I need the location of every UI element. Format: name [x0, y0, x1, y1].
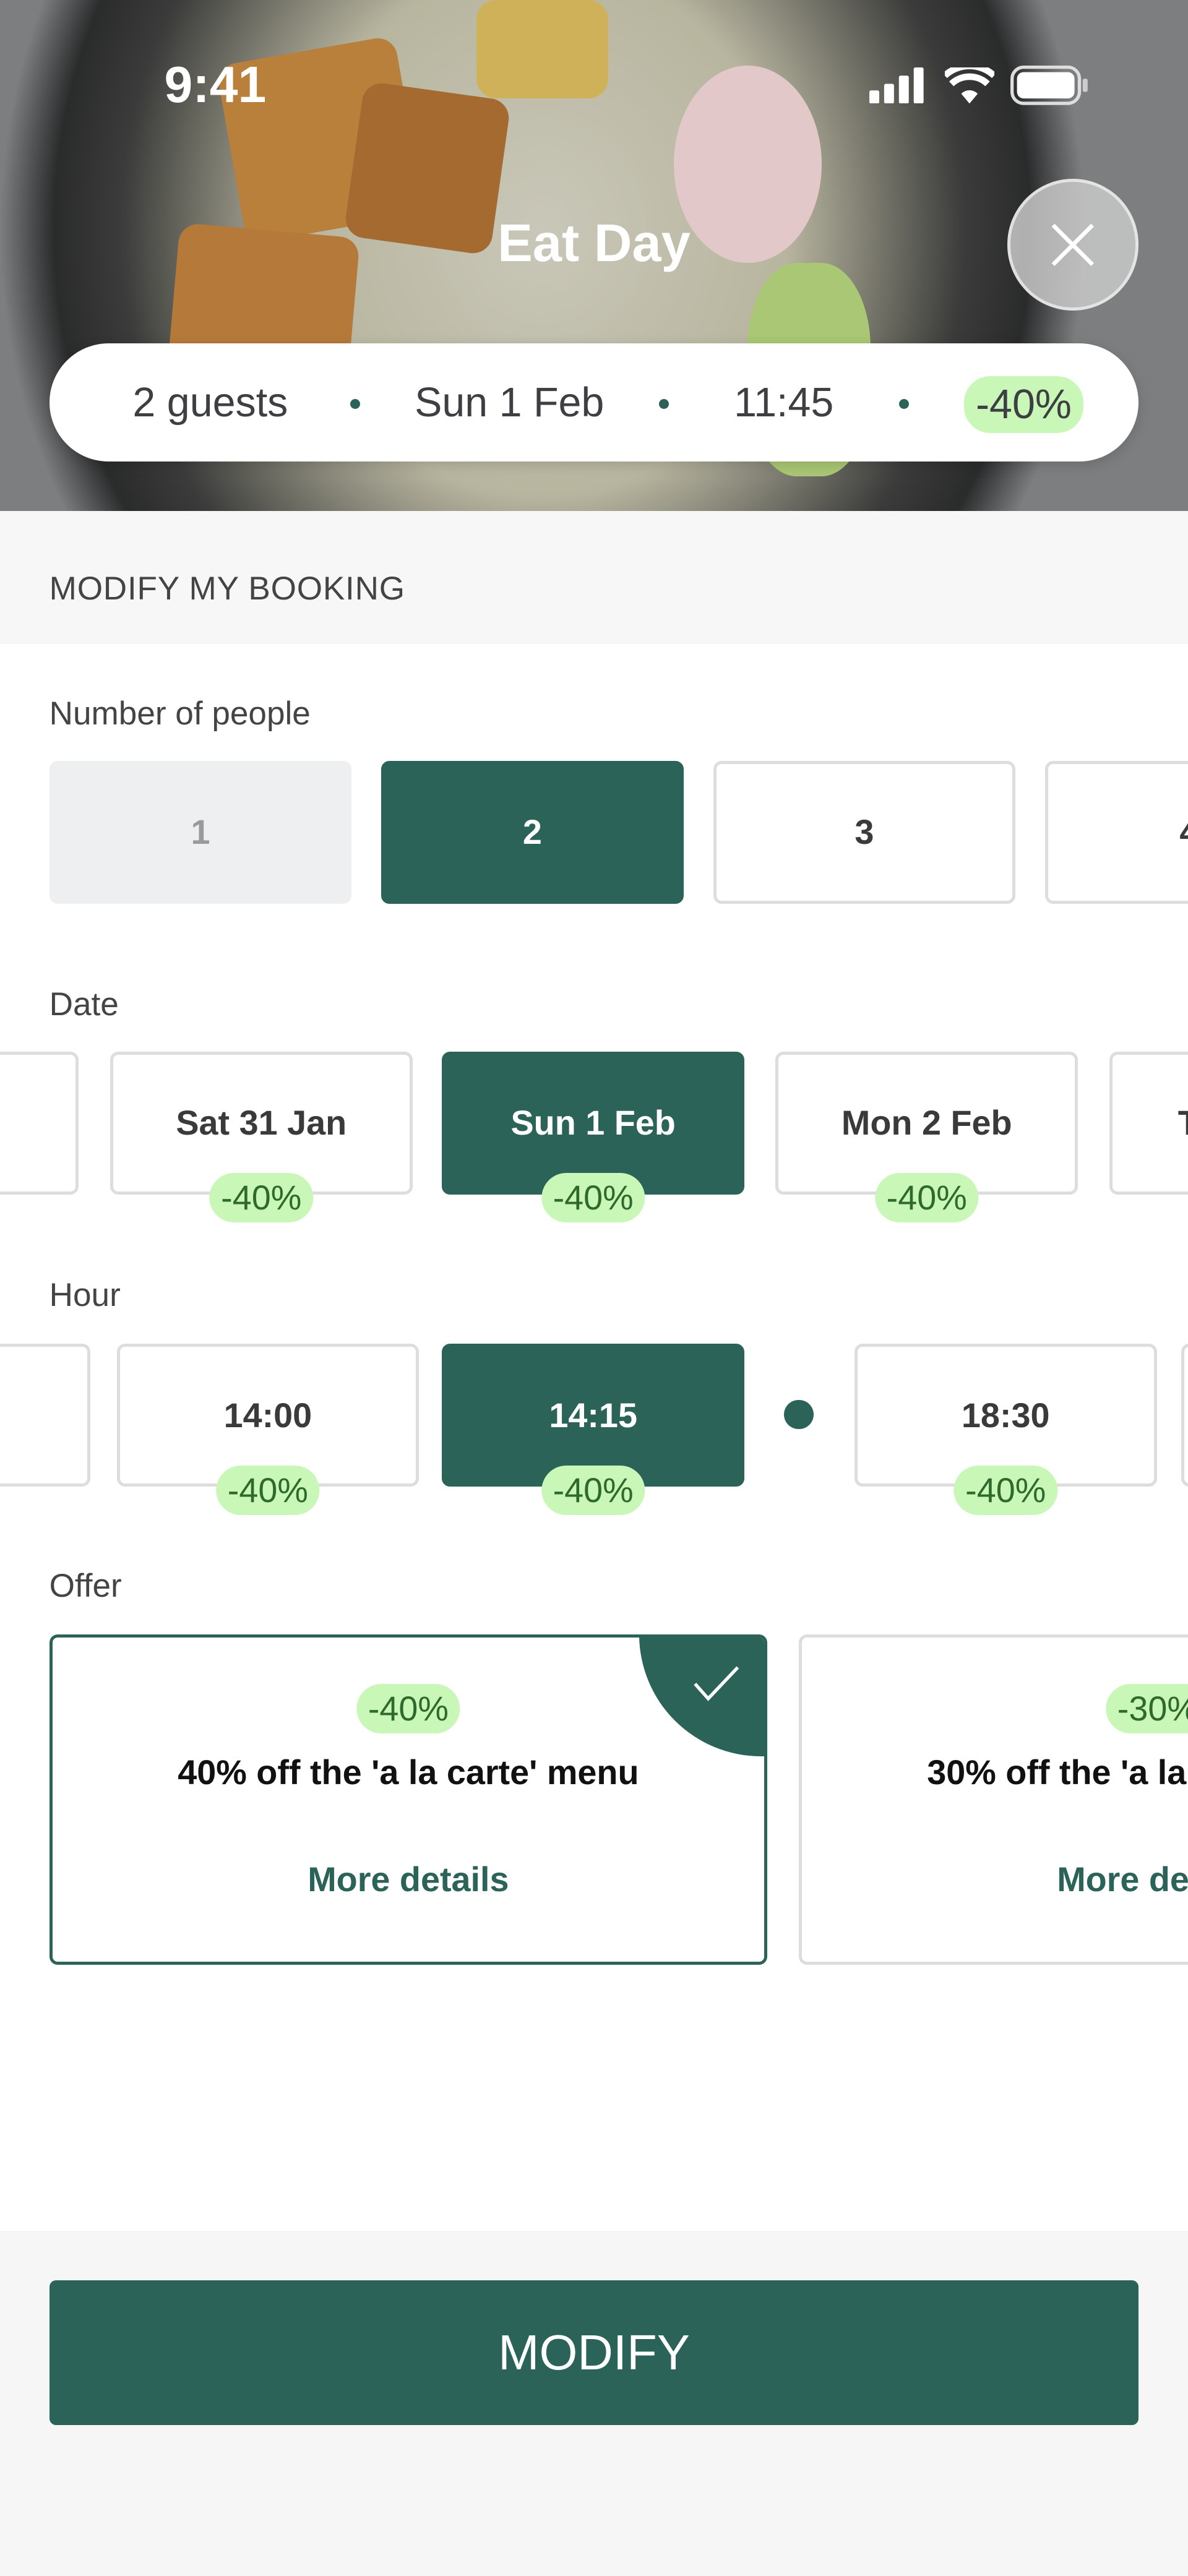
status-time: 9:41 — [164, 56, 267, 114]
offer-description: 40% off the 'a la carte' menu — [178, 1753, 639, 1792]
date-label: Date — [49, 986, 119, 1023]
section-header: MODIFY MY BOOKING — [0, 510, 1188, 644]
date-option[interactable]: Mon 2 Feb -40% — [775, 1051, 1078, 1223]
hour-option-label: 18:30 — [961, 1396, 1050, 1435]
hour-option-label: 14:15 — [549, 1396, 637, 1435]
separator-dot — [350, 399, 360, 410]
selected-corner — [639, 1638, 765, 1756]
hour-option-selected[interactable]: 14:15 -40% — [442, 1344, 744, 1515]
food-bamboo — [476, 0, 608, 99]
discount-badge: -40% — [209, 1173, 313, 1223]
battery-icon — [1010, 66, 1088, 105]
summary-time: 11:45 — [734, 380, 834, 426]
close-button[interactable] — [1007, 179, 1139, 311]
people-option-2[interactable]: 2 — [381, 760, 684, 904]
people-option-1[interactable]: 1 — [49, 760, 352, 904]
more-details-link[interactable]: More details — [308, 1860, 509, 1899]
hour-option-partial[interactable] — [0, 1344, 91, 1487]
summary-date: Sun 1 Feb — [415, 380, 605, 426]
summary-discount-badge: -40% — [964, 376, 1083, 434]
separator-dot — [658, 399, 669, 410]
signal-icon — [869, 67, 924, 104]
discount-badge: -40% — [953, 1465, 1057, 1515]
close-icon — [1051, 223, 1095, 266]
date-option[interactable]: Sat 31 Jan -40% — [110, 1051, 413, 1223]
offer-card[interactable]: -30% 30% off the 'a la carte' menu More … — [798, 1634, 1188, 1965]
people-option-4[interactable]: 4 — [1044, 760, 1188, 904]
offer-description: 30% off the 'a la carte' menu — [927, 1753, 1188, 1792]
date-option-label: Mon 2 Feb — [841, 1104, 1012, 1143]
restaurant-title: Eat Day — [497, 214, 691, 273]
offer-badge: -40% — [356, 1683, 460, 1733]
hour-option-partial[interactable] — [1181, 1344, 1188, 1487]
discount-badge: -40% — [541, 1173, 645, 1223]
date-option-label: Sat 31 Jan — [176, 1104, 347, 1143]
offer-card-selected[interactable]: -40% 40% off the 'a la carte' menu More … — [49, 1634, 768, 1965]
discount-badge: -40% — [875, 1173, 979, 1223]
hour-option[interactable]: 14:00 -40% — [116, 1344, 420, 1515]
discount-badge: -40% — [216, 1465, 320, 1515]
status-icons — [869, 66, 1090, 105]
offer-label: Offer — [49, 1568, 122, 1605]
discount-badge: -40% — [541, 1465, 645, 1515]
hour-option[interactable]: 18:30 -40% — [854, 1344, 1157, 1515]
food-naruto — [673, 66, 822, 263]
date-option-label: T — [1178, 1103, 1188, 1143]
separator-dot — [898, 399, 909, 410]
offer-badge: -30% — [1106, 1683, 1188, 1733]
date-option-selected[interactable]: Sun 1 Feb -40% — [442, 1051, 744, 1223]
service-separator-dot — [783, 1399, 814, 1430]
date-option-label: Sun 1 Feb — [510, 1104, 676, 1143]
hour-label: Hour — [49, 1277, 121, 1314]
section-title: MODIFY MY BOOKING — [49, 570, 405, 608]
summary-guests: 2 guests — [132, 380, 288, 426]
booking-summary-pill: 2 guests Sun 1 Feb 11:45 -40% — [49, 343, 1139, 462]
date-option-partial[interactable]: n — [0, 1051, 79, 1195]
more-details-link[interactable]: More details — [1057, 1860, 1188, 1899]
modify-button[interactable]: MODIFY — [49, 2280, 1139, 2425]
wifi-icon — [944, 67, 994, 104]
people-option-3[interactable]: 3 — [713, 760, 1016, 904]
people-label: Number of people — [49, 695, 311, 732]
check-icon — [694, 1666, 739, 1701]
hour-option-label: 14:00 — [223, 1396, 312, 1435]
date-option-partial[interactable]: T — [1109, 1051, 1188, 1195]
